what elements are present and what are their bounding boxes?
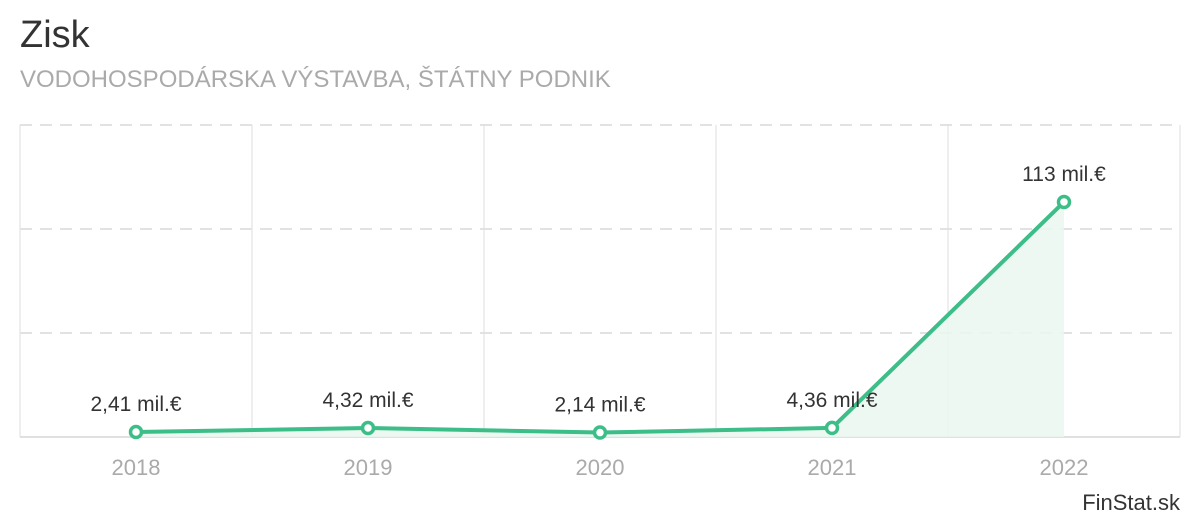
x-tick-label-2019: 2019: [344, 455, 393, 480]
data-label-2020: 2,14 mil.€: [554, 394, 645, 417]
chart-labels-layer: 2,41 mil.€ 4,32 mil.€ 2,14 mil.€ 4,36 mil.€…: [90, 163, 1106, 417]
data-label-2022: 113 mil.€: [1022, 163, 1106, 186]
x-axis-ticks: 2018 2019 2020 2021 2022: [112, 455, 1089, 480]
area-fill: [136, 201, 1064, 437]
chart-area-layer: [136, 201, 1064, 437]
chart-title: Zisk: [20, 14, 90, 56]
brand-label: FinStat.sk: [1082, 490, 1180, 515]
chart-points-layer: [128, 194, 1072, 440]
chart-subtitle: VODOHOSPODÁRSKA VÝSTAVBA, ŠTÁTNY PODNIK: [20, 66, 611, 93]
data-point-2019: [360, 420, 376, 436]
data-point-2018: [128, 424, 144, 440]
data-point-2022: [1056, 194, 1072, 210]
data-point-2021: [824, 420, 840, 436]
data-label-2018: 2,41 mil.€: [90, 393, 181, 416]
x-tick-label-2021: 2021: [808, 455, 857, 480]
x-tick-label-2022: 2022: [1040, 455, 1089, 480]
x-tick-label-2020: 2020: [576, 455, 625, 480]
data-label-2019: 4,32 mil.€: [322, 389, 413, 412]
data-label-2021: 4,36 mil.€: [786, 389, 877, 412]
x-tick-label-2018: 2018: [112, 455, 161, 480]
data-point-2020: [592, 425, 608, 440]
